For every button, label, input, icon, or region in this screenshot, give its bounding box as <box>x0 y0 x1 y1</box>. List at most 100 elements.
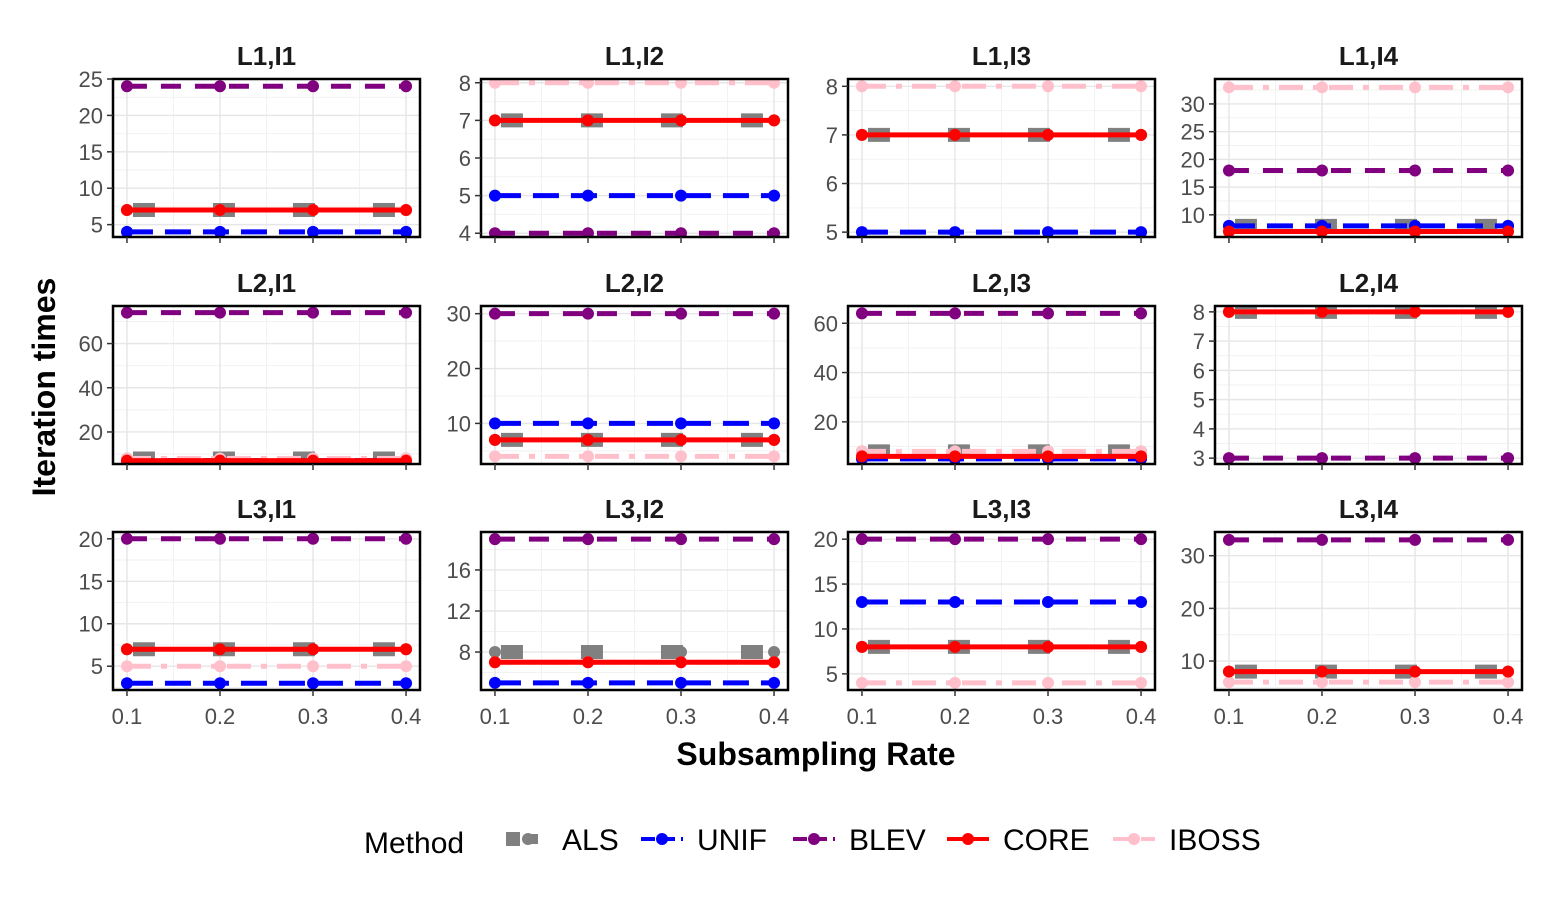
data-point-core <box>1502 665 1515 678</box>
data-point-blev <box>581 307 594 320</box>
data-point-blev <box>1222 452 1235 464</box>
y-tick-label: 15 <box>79 569 103 594</box>
data-point-unif <box>768 189 781 202</box>
data-point-core <box>1222 665 1235 678</box>
minor-gridlines <box>113 306 420 464</box>
data-point-unif <box>581 189 594 202</box>
panel-l2-i2: 10 20 30 L2,I2 <box>447 268 790 470</box>
panel-border <box>846 77 1157 239</box>
data-point-core <box>581 114 594 127</box>
legend-label: UNIF <box>697 824 767 857</box>
data-point-blev <box>1222 164 1235 177</box>
data-point-unif <box>855 596 868 609</box>
major-gridlines <box>848 306 1155 464</box>
data-point-blev <box>1315 452 1328 464</box>
y-tick-label: 40 <box>814 361 838 386</box>
data-point-iboss <box>1222 81 1235 94</box>
data-point-iboss <box>1315 676 1328 689</box>
data-point-core <box>1042 450 1055 463</box>
series-group <box>855 533 1148 689</box>
data-point-core <box>1409 665 1422 678</box>
y-tick-label: 20 <box>814 527 838 552</box>
panel-title: L2,I4 <box>1339 268 1399 298</box>
panel-title: L2,I2 <box>605 268 664 298</box>
data-point-iboss <box>855 80 868 93</box>
data-point-iboss <box>1315 81 1328 94</box>
data-point-blev <box>307 532 320 545</box>
x-tick-label: 0.4 <box>1126 704 1157 729</box>
panel-title: L2,I3 <box>972 268 1031 298</box>
data-point-core <box>1222 306 1235 318</box>
y-tick-label: 5 <box>826 220 838 245</box>
data-point-blev <box>1502 452 1515 464</box>
data-point-core <box>948 128 961 141</box>
data-point-core <box>768 114 781 127</box>
data-point-core <box>1135 640 1148 653</box>
data-point-core <box>1042 640 1055 653</box>
data-point-blev <box>120 306 133 319</box>
panel-border <box>846 530 1157 692</box>
panel-border <box>111 77 422 239</box>
data-point-blev <box>213 80 226 93</box>
data-point-iboss <box>768 79 781 89</box>
series-group <box>855 80 1148 237</box>
data-point-core <box>307 643 320 656</box>
panel-title: L1,I1 <box>237 41 296 71</box>
data-point-core <box>1315 225 1328 237</box>
legend-item-blev: BLEV <box>793 824 926 857</box>
data-point-unif <box>488 676 501 689</box>
panel-l1-i2: 4 5 6 7 8 L1,I2 <box>459 41 790 246</box>
data-point-core <box>948 450 961 463</box>
data-point-als <box>488 646 501 659</box>
data-point-unif <box>213 677 226 690</box>
data-point-unif <box>675 417 688 430</box>
data-point-core <box>1409 225 1422 237</box>
y-tick-label: 30 <box>1181 92 1205 117</box>
series-group <box>488 533 781 689</box>
data-point-unif <box>675 676 688 689</box>
x-tick-label: 0.3 <box>666 704 697 729</box>
data-point-als <box>581 646 594 659</box>
data-point-iboss <box>1042 676 1055 689</box>
y-tick-label: 5 <box>91 213 103 238</box>
data-point-iboss <box>1502 81 1515 94</box>
data-point-blev <box>1409 164 1422 177</box>
major-gridlines <box>1215 79 1522 237</box>
minor-gridlines <box>113 532 420 690</box>
data-point-iboss <box>768 450 781 463</box>
legend-item-iboss: IBOSS <box>1113 824 1261 857</box>
data-point-core <box>488 433 501 446</box>
minor-gridlines <box>848 79 1155 237</box>
data-point-unif <box>1135 226 1148 237</box>
data-point-blev <box>400 306 413 319</box>
x-tick-label: 0.4 <box>391 704 422 729</box>
x-tick-label: 0.3 <box>1033 704 1064 729</box>
data-point-iboss <box>1409 81 1422 94</box>
data-point-core <box>855 640 868 653</box>
data-point-blev <box>1502 533 1515 546</box>
x-tick-label: 0.4 <box>1493 704 1524 729</box>
y-tick-label: 15 <box>79 140 103 165</box>
y-tick-label: 10 <box>814 617 838 642</box>
data-point-core <box>855 450 868 463</box>
data-point-core <box>1315 665 1328 678</box>
data-point-iboss <box>581 79 594 89</box>
panel-border <box>111 304 422 466</box>
data-point-core <box>400 204 413 217</box>
x-tick-label: 0.1 <box>112 704 143 729</box>
data-point-blev <box>400 532 413 545</box>
y-tick-label: 20 <box>1181 147 1205 172</box>
y-tick-label: 8 <box>826 74 838 99</box>
data-point-unif <box>213 225 226 237</box>
series-group <box>488 79 781 237</box>
y-tick-label: 30 <box>1181 544 1205 569</box>
data-point-core <box>1135 450 1148 463</box>
y-tick-label: 12 <box>447 599 471 624</box>
y-tick-label: 20 <box>79 527 103 552</box>
x-tick-label: 0.3 <box>298 704 329 729</box>
y-tick-label: 10 <box>447 411 471 436</box>
data-point-iboss <box>948 80 961 93</box>
data-point-core <box>581 433 594 446</box>
data-point-core <box>400 643 413 656</box>
data-point-unif <box>1042 596 1055 609</box>
